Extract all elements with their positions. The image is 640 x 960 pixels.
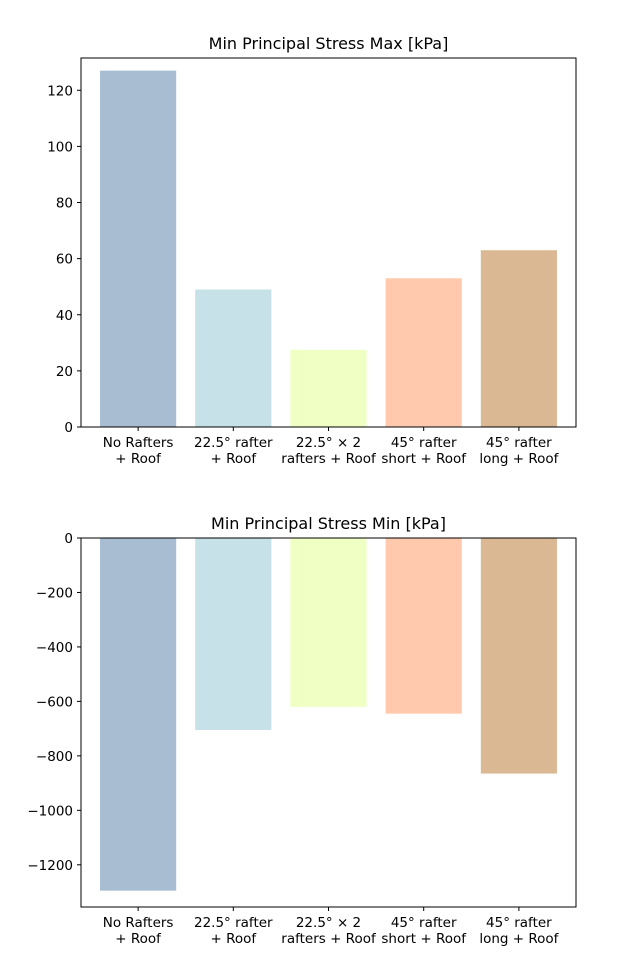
chart-title: Min Principal Stress Max [kPa] (209, 34, 449, 53)
y-tick-label: 120 (47, 83, 73, 99)
y-tick-label: −200 (36, 585, 73, 601)
y-tick-label: 20 (56, 364, 73, 380)
x-tick-label: 45° rafter short + Roof (381, 435, 467, 467)
bar-5 (480, 250, 557, 427)
bar-1 (100, 538, 177, 891)
y-tick-label: 80 (56, 196, 73, 212)
y-tick-label: 0 (64, 531, 73, 547)
chart-1: Min Principal Stress Max [kPa] 0 20 40 60 80 1… (47, 34, 577, 467)
x-tick-label: No Rafters + Roof (103, 435, 174, 467)
x-tick-label: 45° rafter short + Roof (381, 915, 467, 947)
y-tick-label: 40 (56, 308, 73, 324)
bar-1 (100, 70, 177, 427)
y-tick-label: −1000 (27, 803, 73, 819)
y-tick-label: 60 (56, 252, 73, 268)
x-tick-label: 45° rafter long + Roof (479, 915, 559, 947)
x-tick-label: 22.5° rafter + Roof (194, 915, 273, 947)
x-tick-label: 45° rafter long + Roof (479, 435, 559, 467)
bar-4 (385, 278, 462, 427)
bar-2 (195, 289, 272, 427)
y-tick-label: −800 (36, 749, 73, 765)
x-tick-label: No Rafters + Roof (103, 915, 174, 947)
x-tick-label: 22.5° rafter + Roof (194, 435, 273, 467)
bar-2 (195, 538, 272, 730)
chart-title: Min Principal Stress Min [kPa] (211, 514, 446, 533)
y-tick-label: 100 (47, 139, 73, 155)
y-tick-label: −1200 (27, 858, 73, 874)
y-tick-label: −400 (36, 640, 73, 656)
chart-2: Min Principal Stress Min [kPa] 0 −200 −400 −… (27, 514, 577, 947)
x-tick-label: 22.5° × 2 rafters + Roof (281, 435, 377, 467)
bar-4 (385, 538, 462, 714)
y-tick-label: 0 (64, 420, 73, 436)
bar-5 (480, 538, 557, 774)
x-tick-label: 22.5° × 2 rafters + Roof (281, 915, 377, 947)
y-tick-label: −600 (36, 694, 73, 710)
bar-3 (290, 349, 367, 427)
bar-3 (290, 538, 367, 707)
